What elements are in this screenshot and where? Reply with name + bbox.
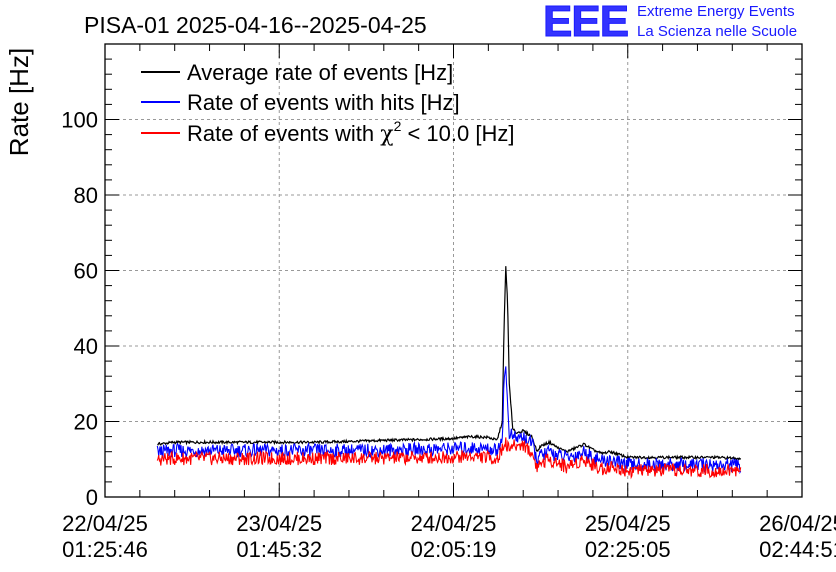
y-axis-ticks: 0 20 40 60 80 100 (61, 43, 802, 510)
legend-entry: Rate of events with χ2 < 10.0 [Hz] (187, 118, 514, 147)
x-tick-label-time: 01:25:46 (62, 537, 148, 562)
eee-logo-line2: La Scienza nelle Scuole (637, 23, 798, 40)
eee-logo-line1: Extreme Energy Events (637, 3, 795, 20)
series-chi2-line (156, 437, 742, 480)
x-tick-label-time: 02:25:05 (585, 537, 671, 562)
y-tick-label: 20 (74, 410, 98, 435)
grid (105, 44, 802, 497)
series-average-line (157, 266, 742, 461)
x-tick-label-time: 02:05:19 (411, 537, 497, 562)
x-tick-label-date: 22/04/25 (62, 511, 148, 536)
x-tick-label-time: 02:44:51 (759, 537, 836, 562)
eee-logo-mark: EEE (542, 0, 629, 46)
x-tick-label-date: 23/04/25 (236, 511, 322, 536)
series-hits-line (156, 366, 742, 475)
x-tick-label-date: 26/04/25 (759, 511, 836, 536)
x-tick-label-date: 24/04/25 (411, 511, 497, 536)
x-tick-label-date: 25/04/25 (585, 511, 671, 536)
y-tick-label: 0 (86, 485, 98, 510)
y-tick-label: 40 (74, 334, 98, 359)
legend: Average rate of events [Hz] Rate of event… (141, 60, 514, 147)
legend-entry: Rate of events with hits [Hz] (187, 90, 460, 115)
y-tick-label: 60 (74, 259, 98, 284)
y-tick-label: 100 (61, 108, 98, 133)
y-axis-label: Rate [Hz] (4, 48, 34, 156)
series-lines (156, 266, 742, 480)
y-tick-label: 80 (74, 183, 98, 208)
chart-title: PISA-01 2025-04-16--2025-04-25 (84, 12, 427, 38)
legend-entry: Average rate of events [Hz] (187, 60, 453, 85)
x-tick-label-time: 01:45:32 (236, 537, 322, 562)
